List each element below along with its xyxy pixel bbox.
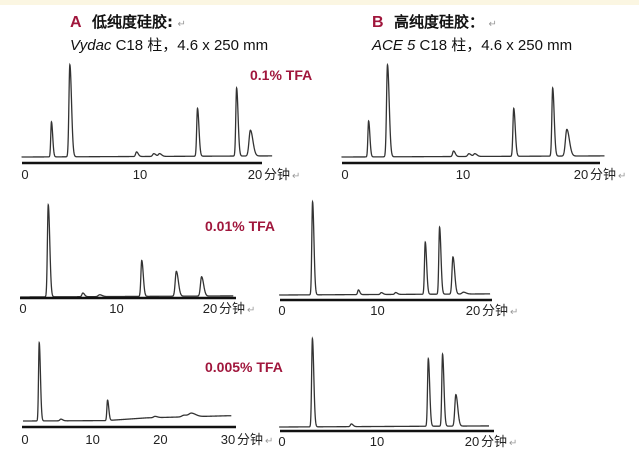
column-b-brand: ACE 5 — [371, 37, 416, 54]
x-axis-unit: 分钟 — [264, 167, 290, 183]
return-mark: ↵ — [265, 436, 273, 447]
x-tick-label: 30 — [221, 432, 235, 447]
x-axis-unit: 分钟 — [219, 301, 245, 317]
return-mark: ↵ — [509, 438, 517, 449]
trace-line — [279, 199, 491, 296]
header-b: B 高纯度硅胶： ↵ — [372, 13, 497, 31]
x-tick-label: 10 — [456, 167, 470, 182]
header-a-title: 低纯度硅胶: — [91, 13, 173, 31]
chromatogram-a-2: 0 10 20 分钟 ↵ — [19, 202, 255, 317]
x-tick-label: 10 — [109, 301, 123, 316]
header-b-title: 高纯度硅胶： — [394, 13, 484, 31]
condition-label-2: 0.005% TFA — [205, 359, 283, 375]
chromatogram-a-0: 0 10 20 分钟 ↵ — [21, 62, 300, 183]
x-tick-label: 0 — [19, 301, 26, 316]
charts: 0 10 20 分钟 ↵ 0 10 20 分钟 ↵0 10 20 分钟 ↵ 0 10 20 分钟 ↵0 10 20 30 分… — [19, 62, 626, 450]
trace-line — [341, 62, 605, 158]
trace-line — [20, 202, 234, 298]
x-tick-label: 0 — [341, 167, 348, 182]
x-axis-unit: 分钟 — [237, 432, 263, 448]
trace-line — [21, 62, 273, 158]
x-tick-label: 20 — [574, 167, 588, 182]
chromatogram-b-3: 0 10 20 分钟 ↵ — [278, 199, 518, 319]
return-mark: ↵ — [247, 305, 255, 316]
x-tick-label: 0 — [278, 303, 285, 318]
top-band — [0, 0, 639, 5]
column-a-spec: C18 柱，4.6 x 250 mm — [111, 37, 268, 54]
x-tick-label: 10 — [370, 434, 384, 449]
x-tick-label: 0 — [21, 432, 28, 447]
x-tick-label: 0 — [21, 167, 28, 182]
column-a-brand: Vydac — [70, 37, 112, 54]
chromatogram-b-1: 0 10 20 分钟 ↵ — [341, 62, 626, 183]
chromatogram-a-4: 0 10 20 30 分钟 ↵ — [21, 340, 273, 448]
header-a-letter: A — [70, 14, 82, 31]
header-a: A 低纯度硅胶: ↵ — [70, 13, 186, 31]
x-axis-unit: 分钟 — [481, 434, 507, 450]
x-tick-label: 20 — [465, 434, 479, 449]
x-tick-label: 20 — [153, 432, 167, 447]
column-a: Vydac C18 柱，4.6 x 250 mm — [70, 37, 268, 54]
chromatogram-b-5: 0 10 20 分钟 ↵ — [278, 336, 517, 450]
x-axis-unit: 分钟 — [482, 303, 508, 319]
condition-label-0: 0.1% TFA — [250, 67, 312, 83]
return-mark: ↵ — [510, 307, 518, 318]
header-b-return-mark: ↵ — [488, 19, 496, 30]
header-b-letter: B — [372, 14, 384, 31]
return-mark: ↵ — [618, 171, 626, 182]
condition-label-1: 0.01% TFA — [205, 218, 275, 234]
x-tick-label: 10 — [85, 432, 99, 447]
trace-line — [279, 336, 490, 428]
column-b: ACE 5 C18 柱，4.6 x 250 mm — [371, 37, 572, 54]
return-mark: ↵ — [292, 171, 300, 182]
x-tick-label: 20 — [248, 167, 262, 182]
x-tick-label: 0 — [278, 434, 285, 449]
trace-line — [22, 340, 232, 422]
header-a-return-mark: ↵ — [177, 19, 185, 30]
x-tick-label: 10 — [133, 167, 147, 182]
x-axis-unit: 分钟 — [590, 167, 616, 183]
x-tick-label: 10 — [370, 303, 384, 318]
x-tick-label: 20 — [203, 301, 217, 316]
x-tick-label: 20 — [466, 303, 480, 318]
column-b-spec: C18 柱，4.6 x 250 mm — [415, 37, 572, 54]
